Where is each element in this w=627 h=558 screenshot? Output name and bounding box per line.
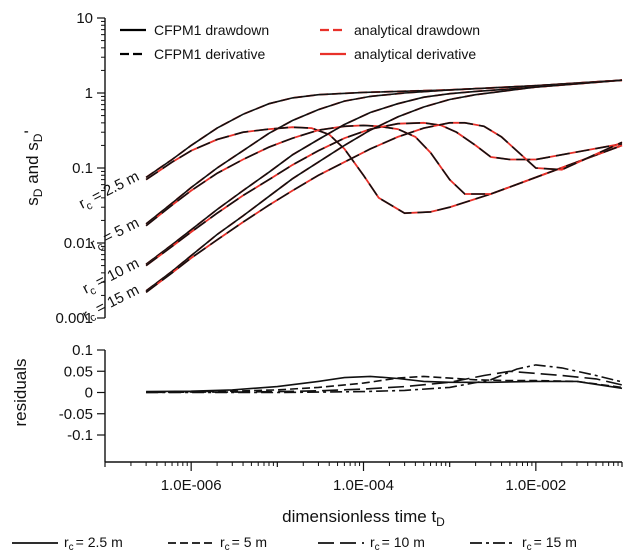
cfpm1-drawdown-curve — [145, 79, 623, 265]
top-y-tick-label: 0.1 — [72, 160, 93, 177]
bottom-y-tick-label: 0.05 — [64, 363, 93, 380]
top-y-tick-label: 0.01 — [64, 235, 93, 252]
x-tick-label: 1.0E-004 — [333, 477, 394, 494]
cfpm1-derivative-curve — [145, 122, 623, 293]
analytical-drawdown-curve — [145, 79, 623, 225]
x-axis: 1.0E-006 1.0E-004 1.0E-002 dimensionless ti… — [104, 461, 623, 529]
analytical-derivative-curve — [145, 121, 623, 267]
residual-curve — [146, 375, 623, 393]
bottom-y-tick-label: 0 — [85, 385, 93, 402]
curve-label: rc = 5 m — [87, 214, 143, 256]
analytical-drawdown-curve — [145, 79, 623, 292]
cfpm1-drawdown-curve — [145, 79, 623, 225]
x-tick-label: 1.0E-006 — [161, 477, 222, 494]
cfpm1-derivative-curve — [145, 124, 623, 227]
top-y-tick-label: 10 — [76, 10, 93, 27]
residuals-chart: 0.1 0.05 0 -0.05 -0.1 residuals — [11, 342, 623, 462]
bottom-y-axis-label: residuals — [11, 358, 30, 426]
legend-label: CFPM1 derivative — [154, 46, 265, 62]
cfpm1-derivative-curve — [145, 126, 623, 215]
residual-curve — [146, 375, 623, 393]
legend-label: CFPM1 drawdown — [154, 22, 269, 38]
analytical-derivative-curve — [145, 124, 623, 227]
legend-label: analytical derivative — [354, 46, 476, 62]
residual-legend-label: rc = 5 m — [220, 534, 267, 553]
residual-curve — [146, 364, 623, 394]
x-tick-label: 1.0E-002 — [505, 477, 566, 494]
cfpm1-derivative-curve — [145, 121, 623, 267]
residual-legend-label: rc = 10 m — [370, 534, 425, 553]
residual-legend-label: rc = 2.5 m — [64, 534, 123, 553]
analytical-derivative-curve — [145, 121, 623, 294]
x-axis-label: dimensionless time tD — [282, 507, 445, 529]
top-y-tick-label: 1 — [85, 85, 93, 102]
top-y-tick-label: 0.001 — [55, 310, 93, 327]
bottom-y-tick-label: -0.05 — [59, 406, 93, 423]
top-y-axis-label: sD and sD' — [21, 130, 45, 205]
bottom-legend: rc = 2.5 m rc = 5 m rc = 10 m rc = 15 m — [12, 534, 577, 553]
residual-legend-label: rc = 15 m — [522, 534, 577, 553]
cfpm1-drawdown-curve — [145, 79, 623, 292]
bottom-y-tick-label: 0.1 — [72, 342, 93, 359]
bottom-y-tick-label: -0.1 — [67, 427, 93, 444]
legend-label: analytical drawdown — [354, 22, 480, 38]
